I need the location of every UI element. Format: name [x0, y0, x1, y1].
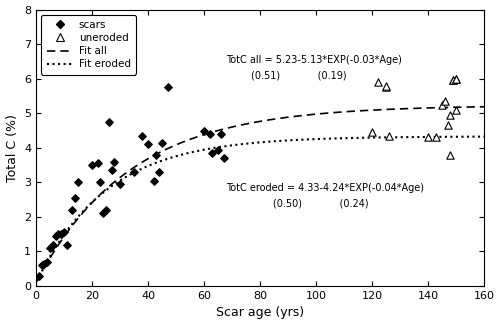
- Point: [438, 102, 446, 107]
- Point: [446, 152, 454, 157]
- Point: [68, 207, 76, 213]
- Point: [144, 142, 152, 147]
- Point: [432, 135, 440, 140]
- Point: [54, 232, 62, 237]
- Point: [96, 180, 104, 185]
- Point: [452, 76, 460, 81]
- Point: [424, 135, 432, 140]
- Point: [382, 85, 390, 90]
- Point: [108, 168, 116, 173]
- Point: [382, 83, 390, 88]
- Point: [150, 178, 158, 183]
- Point: [156, 169, 164, 175]
- Point: [100, 211, 108, 216]
- Point: [217, 131, 225, 136]
- Point: [206, 131, 214, 136]
- Point: [208, 150, 216, 156]
- Point: [52, 233, 60, 239]
- Point: [40, 261, 48, 266]
- Point: [449, 78, 457, 83]
- Point: [385, 133, 393, 138]
- Y-axis label: Total C (%): Total C (%): [6, 114, 18, 182]
- Legend: scars, uneroded, Fit all, Fit eroded: scars, uneroded, Fit all, Fit eroded: [42, 15, 136, 74]
- Text: TotC eroded = 4.33-4.24*EXP(-0.04*Age): TotC eroded = 4.33-4.24*EXP(-0.04*Age): [226, 183, 424, 192]
- Point: [138, 133, 146, 138]
- Point: [94, 161, 102, 166]
- Point: [102, 207, 110, 213]
- Point: [152, 152, 160, 157]
- Point: [105, 119, 113, 124]
- X-axis label: Scar age (yrs): Scar age (yrs): [216, 306, 304, 319]
- Point: [72, 195, 80, 201]
- Point: [88, 162, 96, 168]
- Point: [49, 242, 57, 247]
- Point: [158, 140, 166, 145]
- Text: (0.51)            (0.19): (0.51) (0.19): [226, 70, 347, 80]
- Point: [46, 245, 54, 251]
- Point: [130, 169, 138, 175]
- Point: [368, 130, 376, 135]
- Point: [35, 273, 43, 278]
- Text: (0.50)            (0.24): (0.50) (0.24): [226, 198, 369, 208]
- Point: [116, 181, 124, 187]
- Point: [74, 180, 82, 185]
- Point: [449, 78, 457, 83]
- Point: [452, 76, 460, 81]
- Point: [63, 242, 71, 247]
- Point: [44, 259, 52, 265]
- Point: [60, 230, 68, 235]
- Point: [446, 112, 454, 118]
- Point: [374, 80, 382, 85]
- Point: [214, 147, 222, 152]
- Point: [220, 156, 228, 161]
- Text: TotC all = 5.23-5.13*EXP(-0.03*Age): TotC all = 5.23-5.13*EXP(-0.03*Age): [226, 55, 402, 65]
- Point: [58, 232, 66, 237]
- Point: [200, 128, 208, 133]
- Point: [38, 263, 46, 268]
- Point: [110, 159, 118, 164]
- Point: [164, 85, 172, 90]
- Point: [452, 107, 460, 112]
- Point: [441, 98, 449, 104]
- Point: [444, 123, 452, 128]
